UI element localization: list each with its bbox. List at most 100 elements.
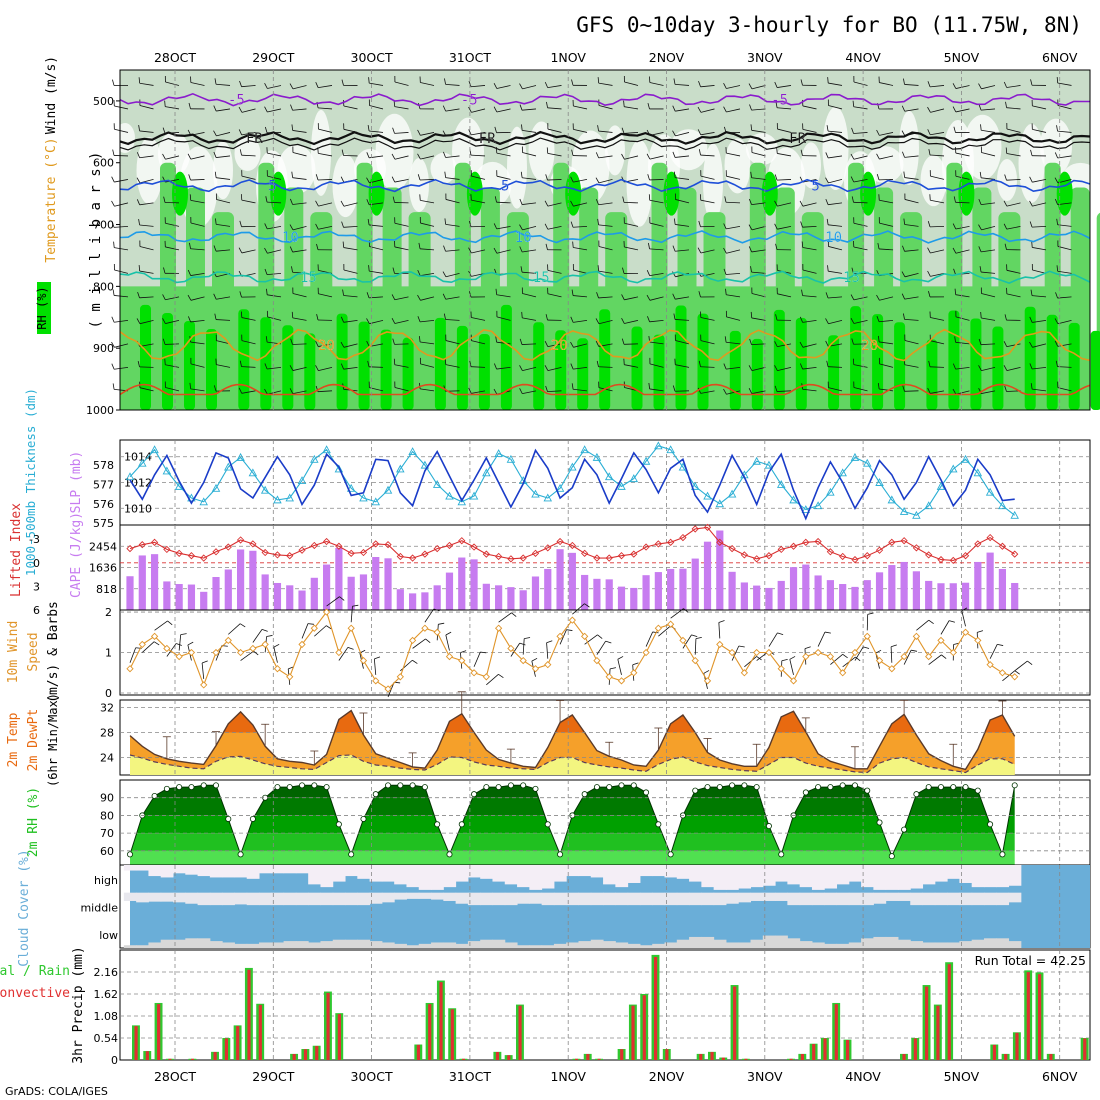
barb-shaft — [424, 608, 435, 623]
barb-flag — [748, 198, 752, 205]
barb-flag — [162, 127, 166, 134]
barb-flag — [1004, 314, 1007, 321]
barb-flag — [953, 126, 956, 133]
rh-plume — [801, 212, 824, 410]
thickness-point — [568, 462, 577, 471]
wind10-point — [937, 636, 945, 645]
rh-core — [434, 317, 446, 410]
upper-wind-barb — [315, 223, 333, 230]
barb-shaft — [445, 224, 460, 227]
upper-wind-barb — [289, 83, 307, 90]
barb-flag — [928, 360, 931, 367]
li-point — [261, 548, 269, 557]
thickness-point — [998, 501, 1007, 510]
barb-shaft — [584, 634, 598, 645]
upper-wind-barb — [799, 316, 817, 323]
barb-shaft — [981, 85, 996, 90]
cloud-high-gap — [123, 865, 137, 871]
rh-plume — [310, 212, 333, 410]
upper-wind-barb — [775, 101, 792, 110]
barb-shaft — [292, 343, 307, 345]
barb-shaft — [547, 293, 562, 298]
barb-flag — [188, 174, 191, 181]
barb-flag — [1056, 265, 1059, 272]
barb-shaft — [700, 390, 715, 394]
barb-flag — [1029, 363, 1033, 370]
barb-flag — [264, 388, 268, 395]
wind10-barb — [486, 673, 504, 686]
barb-flag — [703, 670, 710, 674]
barb-shaft — [624, 296, 639, 301]
upper-wind-barb — [673, 78, 690, 86]
cloud-mid-gap — [369, 892, 383, 904]
rh-core — [1046, 314, 1058, 410]
barb-shaft — [904, 318, 919, 321]
barb-shaft — [930, 390, 945, 394]
upper-wind-barb — [597, 77, 613, 86]
barb-flag — [652, 631, 659, 634]
barb-flag — [876, 153, 880, 160]
cape-bar — [372, 557, 380, 610]
upper-wind-barb — [391, 318, 409, 324]
upper-wind-barb — [776, 287, 792, 298]
barb-shaft — [670, 608, 684, 619]
upper-wind-barb — [470, 170, 486, 180]
upper-wind-barb — [1031, 263, 1047, 274]
upper-wind-barb — [570, 316, 588, 323]
upper-wind-barb — [164, 358, 180, 368]
barb-flag — [978, 198, 982, 205]
upper-wind-barb — [495, 288, 511, 298]
li-point — [925, 551, 933, 559]
barb-flag — [800, 221, 803, 228]
thickness-point — [838, 468, 847, 477]
barb-flag — [850, 317, 855, 324]
upper-wind-barb — [723, 268, 741, 275]
thickness-point — [727, 489, 737, 498]
upper-wind-barb — [315, 200, 333, 207]
barb-flag — [566, 629, 573, 631]
wind10-barb — [314, 625, 332, 637]
barb-shaft — [471, 390, 486, 394]
rh-core — [599, 309, 611, 410]
barb-shaft — [731, 645, 740, 661]
rh2m-band — [131, 833, 1015, 851]
cloud-mid-gap — [971, 892, 985, 906]
upper-wind-barb — [853, 217, 868, 227]
upper-wind-barb — [164, 240, 180, 251]
cape-bar — [814, 575, 822, 610]
cloud-mid-gap — [332, 892, 346, 906]
cape-bar — [495, 585, 503, 610]
li-point — [236, 536, 245, 544]
barb-shaft — [981, 129, 996, 133]
upper-wind-barb — [850, 294, 868, 301]
upper-wind-barb — [622, 196, 639, 204]
rh-core — [500, 304, 512, 410]
barb-flag — [903, 171, 906, 178]
barb-shaft — [420, 199, 435, 204]
thickness-tick-label: 575 — [93, 517, 114, 530]
upper-wind-barb — [544, 341, 562, 347]
barb-flag — [468, 387, 472, 394]
upper-wind-barb — [317, 287, 333, 298]
li-point — [826, 548, 835, 556]
rh-core — [478, 333, 490, 410]
barb-flag — [672, 105, 676, 112]
barb-shaft — [930, 132, 945, 136]
upper-wind-barb — [138, 218, 154, 227]
cape-bar — [396, 589, 404, 610]
wind10-point — [286, 673, 294, 681]
upper-wind-barb — [545, 385, 562, 393]
barb-shaft — [420, 132, 435, 136]
cloud-low-bar — [517, 945, 530, 948]
barb-flag — [519, 388, 523, 394]
barb-shaft — [827, 366, 843, 368]
cloud-high-gap — [529, 865, 543, 890]
barb-shaft — [445, 634, 450, 651]
date-label-bottom: 28OCT — [154, 1069, 196, 1084]
barb-flag — [673, 78, 676, 85]
wind10-point — [298, 640, 306, 649]
barb-shaft — [1006, 85, 1021, 88]
barb-flag — [621, 153, 625, 160]
rh2m-point — [372, 791, 379, 798]
